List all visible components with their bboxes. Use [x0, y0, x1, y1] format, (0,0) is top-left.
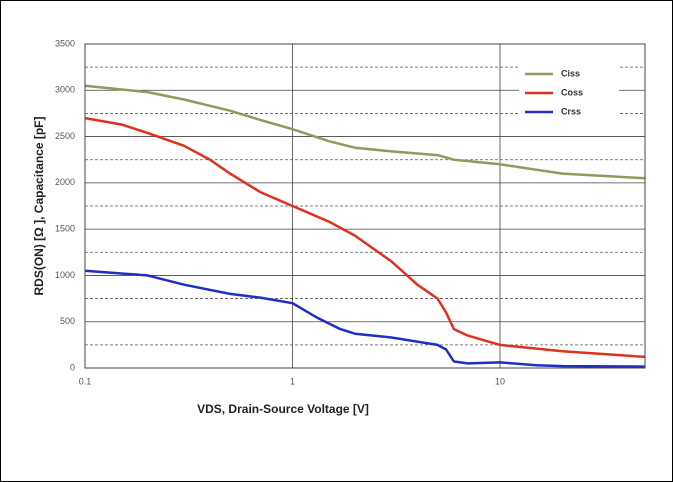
y-tick-label: 1000 — [55, 270, 75, 280]
x-tick-label: 1 — [290, 376, 295, 386]
y-tick-label: 0 — [70, 362, 75, 372]
y-axis-label: RDS(ON) [Ω ], Capacitance [pF] — [32, 117, 46, 296]
y-tick-label: 2000 — [55, 177, 75, 187]
x-tick-label: 10 — [495, 376, 505, 386]
y-tick-label: 1500 — [55, 224, 75, 234]
series-line — [84, 84, 646, 180]
x-tick-label: 0.1 — [79, 376, 92, 386]
y-tick-label: 2500 — [55, 131, 75, 141]
series-line — [84, 116, 646, 359]
y-tick-label: 500 — [60, 316, 75, 326]
lines — [84, 84, 646, 368]
legend-label: Crss — [561, 106, 581, 116]
legend-label: Ciss — [561, 68, 580, 78]
series-line — [84, 269, 646, 368]
y-tick-label: 3500 — [55, 38, 75, 48]
x-axis-label: VDS, Drain-Source Voltage [V] — [197, 402, 369, 416]
plot-border — [84, 43, 646, 369]
y-tick-label: 3000 — [55, 85, 75, 95]
legend-label: Coss — [561, 87, 583, 97]
